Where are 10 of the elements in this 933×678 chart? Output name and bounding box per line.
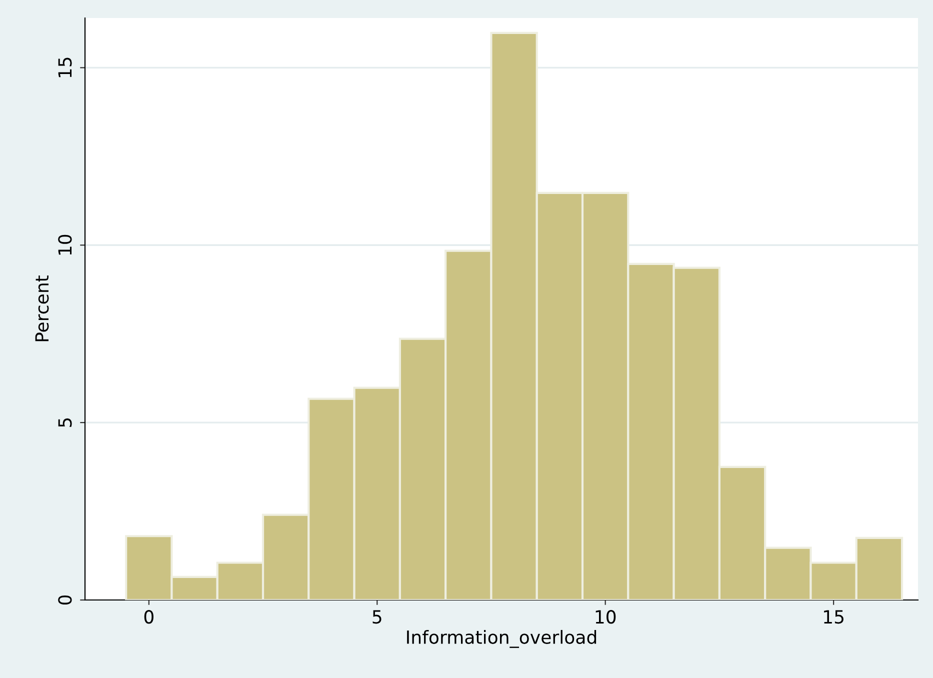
y-tick-label: 5 [58,418,72,427]
y-tick-label: 10 [58,234,72,255]
x-tick-label: 10 [596,610,616,624]
x-axis-title: Information_overload [407,630,596,648]
x-tick-label: 5 [372,610,382,624]
x-tick-label: 0 [144,610,154,624]
y-axis-title: Percent [35,275,49,342]
y-tick-label: 15 [58,58,72,78]
x-tick-label: 15 [824,610,844,624]
y-tick-label: 0 [58,595,72,605]
